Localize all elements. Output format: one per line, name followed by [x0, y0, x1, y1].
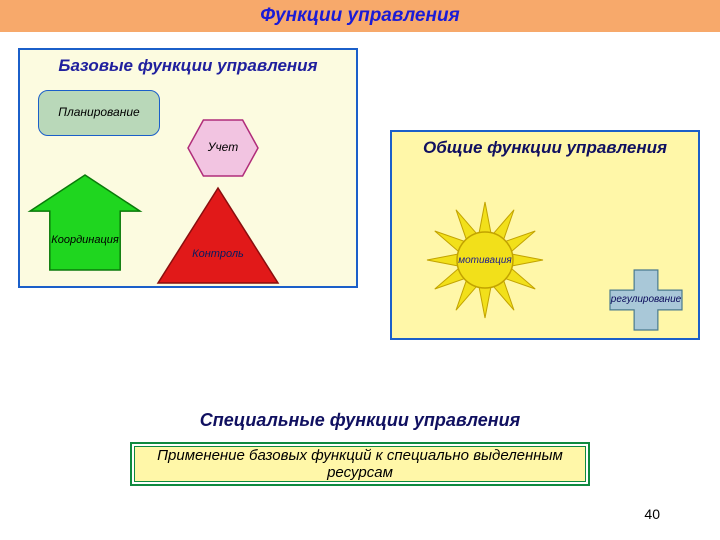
page-number: 40 — [644, 506, 660, 522]
planning-shape: Планирование — [38, 90, 160, 136]
regulation-label: регулирование — [602, 290, 690, 310]
title-bar: Функции управления — [0, 0, 720, 32]
main-title: Функции управления — [260, 5, 460, 27]
planning-label: Планирование — [58, 106, 139, 119]
right-panel-title: Общие функции управления — [392, 132, 698, 158]
accounting-label: Учет — [188, 120, 258, 176]
special-box: Применение базовых функций к специально … — [130, 442, 590, 486]
special-box-text: Применение базовых функций к специально … — [140, 447, 580, 481]
special-title: Специальные функции управления — [0, 410, 720, 431]
left-panel-title: Базовые функции управления — [20, 50, 356, 76]
control-label: Контроль — [188, 231, 248, 279]
motivation-label: мотивация — [457, 232, 513, 288]
coordination-label: Координация — [50, 211, 120, 270]
